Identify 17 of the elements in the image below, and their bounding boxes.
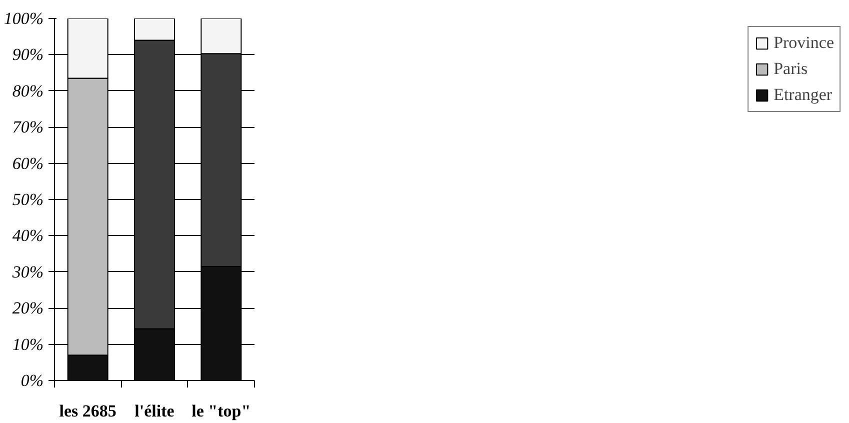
- y-tick-label: 0%: [20, 371, 44, 390]
- x-tick-label: le "top": [192, 402, 251, 420]
- y-tick-label: 10%: [12, 334, 44, 354]
- x-tick-label: les 2685: [59, 402, 116, 420]
- y-tick-label: 50%: [12, 190, 44, 209]
- y-tick-label: 90%: [12, 45, 44, 64]
- y-tick-label: 30%: [11, 262, 44, 282]
- legend-label: Paris: [774, 59, 808, 79]
- x-tick-label: l'élite: [134, 402, 175, 420]
- legend-label: Etranger: [774, 85, 832, 105]
- y-tick-label: 100%: [4, 9, 44, 28]
- y-tick-label: 70%: [12, 118, 44, 137]
- y-tick-label: 20%: [12, 298, 44, 318]
- y-tick-label: 40%: [12, 226, 44, 246]
- y-tick-label: 80%: [12, 81, 44, 100]
- y-tick-label: 60%: [12, 154, 44, 173]
- legend-label: Province: [774, 33, 834, 53]
